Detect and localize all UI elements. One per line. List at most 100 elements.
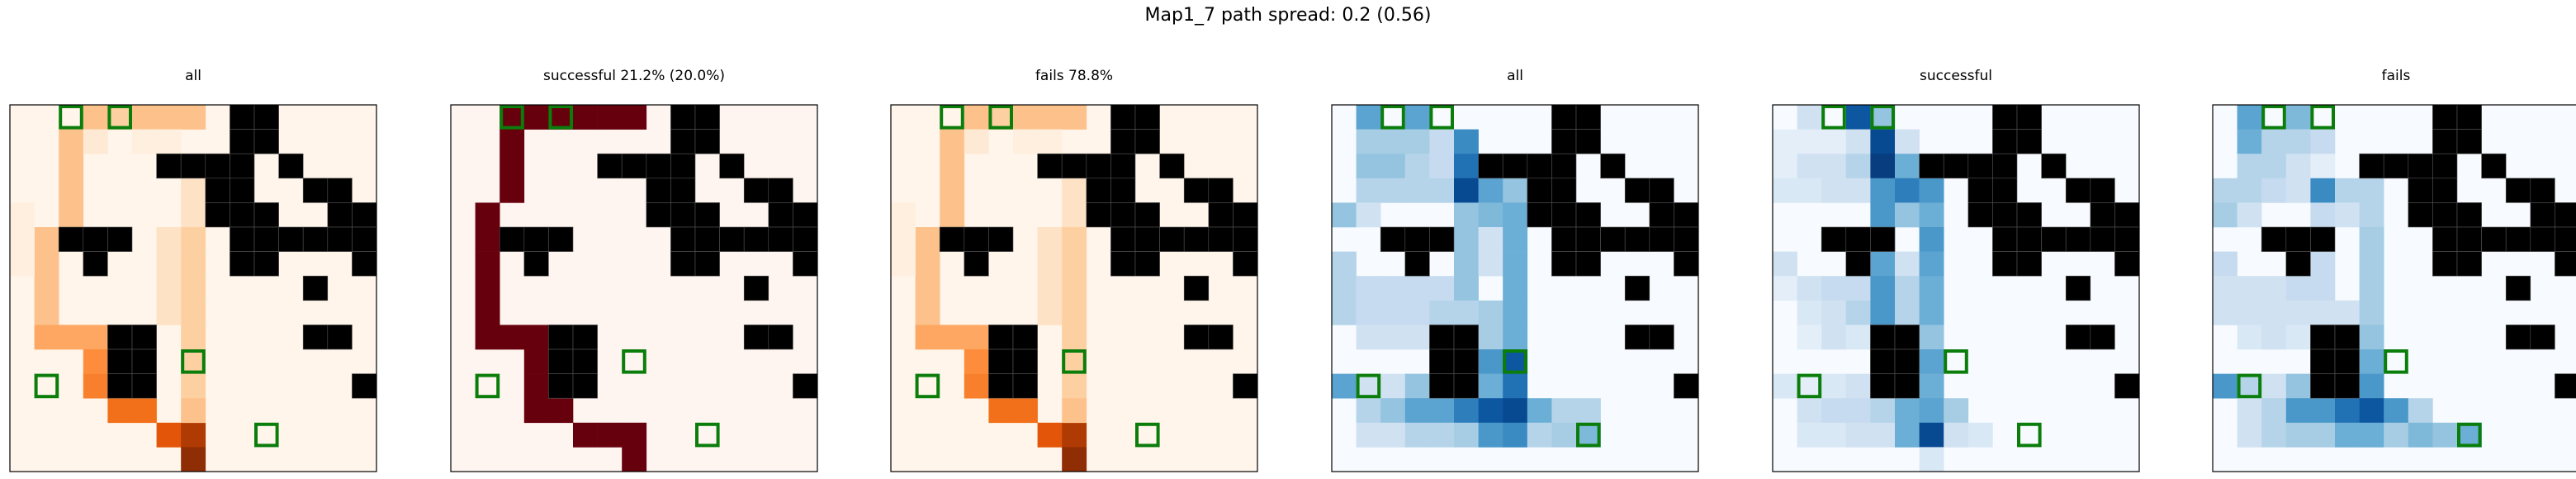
heat-cell	[1503, 422, 1528, 448]
wall-cell	[793, 251, 818, 277]
wall-cell	[1110, 153, 1136, 179]
heat-cell	[2213, 251, 2237, 277]
wall-cell	[793, 202, 818, 228]
heat-cell	[2310, 178, 2336, 203]
heat-cell	[1919, 202, 1944, 228]
goal-marker	[988, 105, 1014, 130]
heat-cell	[83, 373, 108, 399]
panel-title: all	[185, 68, 201, 84]
wall-cell	[1110, 226, 1136, 252]
heat-cell	[1576, 422, 1601, 448]
wall-cell	[1110, 251, 1136, 277]
wall-cell	[107, 349, 133, 374]
wall-cell	[1943, 153, 1969, 179]
wall-cell	[1208, 325, 1234, 350]
heat-cell	[2359, 422, 2384, 448]
wall-cell	[2016, 104, 2042, 130]
goal-marker	[1944, 349, 1968, 374]
wall-cell	[743, 226, 769, 252]
heat-cell	[2237, 422, 2262, 448]
heat-cell	[940, 129, 965, 154]
heatmap-panel-6: fails	[2212, 68, 2576, 472]
wall-cell	[1404, 251, 1430, 277]
wall-cell	[2432, 153, 2458, 179]
wall-cell	[205, 178, 230, 203]
heat-cell	[1919, 349, 1944, 374]
heat-cell	[1332, 202, 1357, 228]
heat-cell	[1551, 398, 1577, 424]
heat-cell	[2285, 178, 2311, 203]
wall-cell	[1674, 251, 1699, 277]
heat-cell	[1895, 422, 1920, 448]
heat-cell	[1380, 373, 1406, 399]
wall-cell	[1233, 373, 1258, 399]
goal-marker	[548, 105, 574, 130]
heat-cell	[2261, 398, 2287, 424]
heat-cell	[964, 129, 989, 154]
heat-cell	[2359, 227, 2384, 252]
wall-cell	[1086, 153, 1111, 179]
heat-cell	[1821, 325, 1847, 350]
wall-cell	[548, 373, 574, 399]
wall-cell	[1624, 325, 1650, 350]
wall-cell	[768, 226, 793, 252]
heat-cell	[891, 227, 916, 252]
heat-cell	[622, 422, 647, 448]
heat-cell	[1404, 300, 1430, 325]
goal-marker	[1576, 422, 1601, 448]
heat-cell	[523, 325, 549, 350]
wall-cell	[670, 129, 696, 154]
heat-cell	[1454, 300, 1479, 325]
goal-marker	[1429, 105, 1455, 130]
wall-cell	[939, 226, 965, 252]
wall-cell	[2505, 226, 2531, 252]
wall-cell	[230, 178, 255, 203]
wall-cell	[1968, 178, 1993, 203]
wall-cell	[621, 153, 647, 179]
heat-cell	[132, 398, 157, 424]
heat-cell	[107, 105, 133, 130]
wall-cell	[2114, 202, 2140, 228]
heat-cell	[1797, 373, 1822, 399]
wall-cell	[1159, 153, 1185, 179]
heat-cell	[1380, 154, 1406, 179]
heat-cell	[1013, 105, 1038, 130]
heat-cell	[1821, 154, 1847, 179]
wall-cell	[1134, 129, 1160, 154]
wall-cell	[1429, 349, 1455, 374]
wall-cell	[1649, 226, 1674, 252]
goal-marker	[1870, 105, 1896, 130]
heat-cell	[2237, 398, 2262, 424]
goal-marker	[34, 373, 59, 399]
heat-cell	[1037, 251, 1063, 277]
heat-cell	[1870, 202, 1896, 228]
heat-cell	[1454, 251, 1479, 277]
heat-cell	[988, 398, 1014, 424]
wall-cell	[2530, 202, 2555, 228]
goal-marker	[940, 105, 964, 130]
heat-cell	[2384, 422, 2409, 448]
wall-cell	[597, 153, 623, 179]
wall-cell	[2310, 373, 2336, 399]
heat-cell	[1404, 178, 1430, 203]
heat-cell	[1895, 154, 1920, 179]
wall-cell	[1649, 325, 1674, 350]
wall-cell	[1134, 202, 1160, 228]
goal-marker	[1062, 349, 1087, 374]
wall-cell	[1527, 153, 1552, 179]
wall-cell	[1649, 178, 1674, 203]
wall-cell	[1478, 153, 1503, 179]
wall-cell	[2555, 202, 2576, 228]
heat-cell	[2310, 251, 2336, 277]
heat-cell	[1870, 422, 1896, 448]
wall-cell	[327, 178, 353, 203]
wall-cell	[253, 129, 279, 154]
heat-cell	[1404, 373, 1430, 399]
wall-cell	[1674, 226, 1699, 252]
heat-cell	[1478, 422, 1503, 448]
wall-cell	[2310, 226, 2336, 252]
wall-cell	[352, 251, 377, 277]
panel-title: fails	[2382, 68, 2411, 84]
wall-cell	[1086, 178, 1111, 203]
heat-cell	[107, 398, 133, 424]
